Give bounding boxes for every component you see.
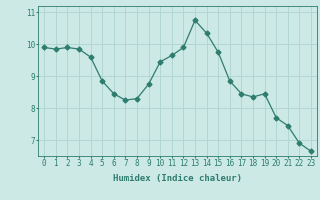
X-axis label: Humidex (Indice chaleur): Humidex (Indice chaleur) xyxy=(113,174,242,183)
